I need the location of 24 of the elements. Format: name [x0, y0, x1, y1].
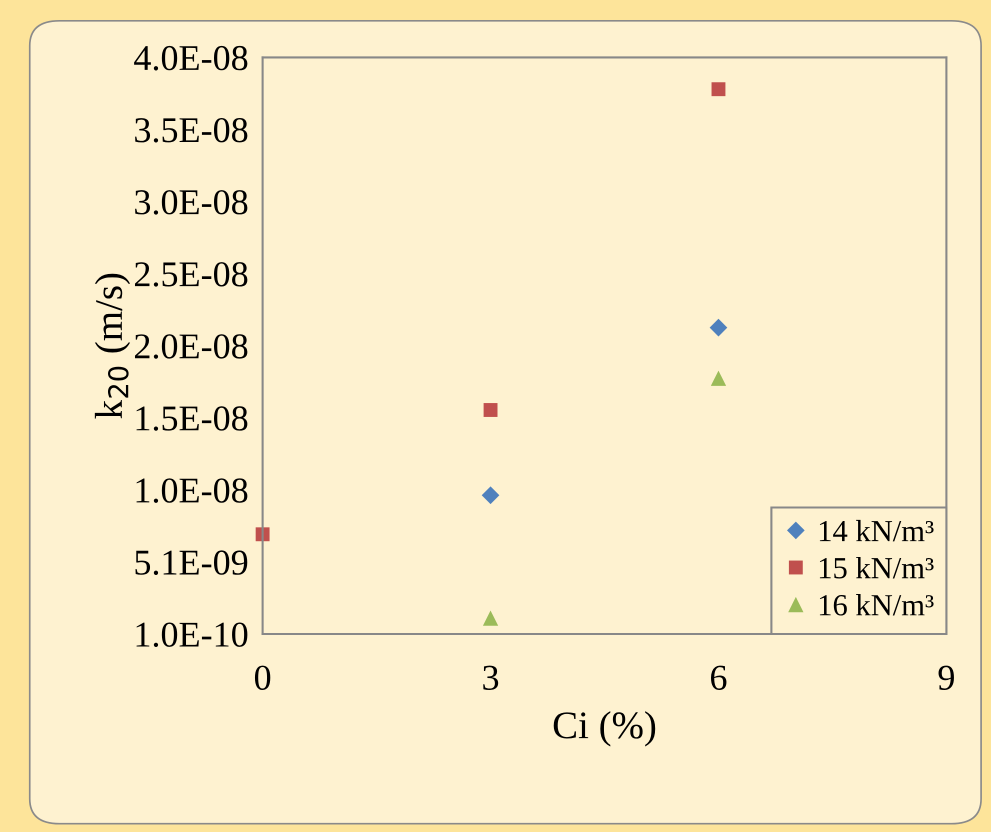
legend-label: 15 kN/m³ — [820, 556, 934, 578]
x-tick-label: 3 — [483, 666, 498, 690]
y-tick-label: 1.0E-08 — [136, 478, 248, 503]
legend-label: 14 kN/m³ — [820, 520, 934, 542]
point — [482, 486, 500, 504]
y-tick-label: 4.0E-08 — [134, 46, 248, 70]
point — [484, 403, 498, 417]
point — [710, 370, 726, 386]
y-tick-label: 3.0E-08 — [135, 190, 248, 215]
x-tick-label: 9 — [938, 666, 954, 690]
y-tick-label: 2.0E-08 — [134, 334, 248, 359]
legend-label: 16 kN/m³ — [820, 594, 934, 616]
point — [710, 318, 728, 336]
x-tick-label: 6 — [711, 666, 726, 690]
y-tick-label: 1.0E-10 — [136, 622, 248, 648]
point — [712, 82, 726, 96]
x-tick-label: 0 — [254, 666, 270, 690]
y-tick-label: 2.5E-08 — [134, 262, 248, 287]
y-tick-label: 5.1E-09 — [135, 550, 248, 575]
y-tick-label: 1.5E-08 — [136, 406, 248, 431]
x-axis-title: Ci (%) — [554, 711, 656, 746]
point — [482, 610, 498, 626]
y-axis-title: k$_{20}$ (m/s) — [94, 274, 130, 419]
y-tick-label: 3.5E-08 — [135, 118, 248, 143]
